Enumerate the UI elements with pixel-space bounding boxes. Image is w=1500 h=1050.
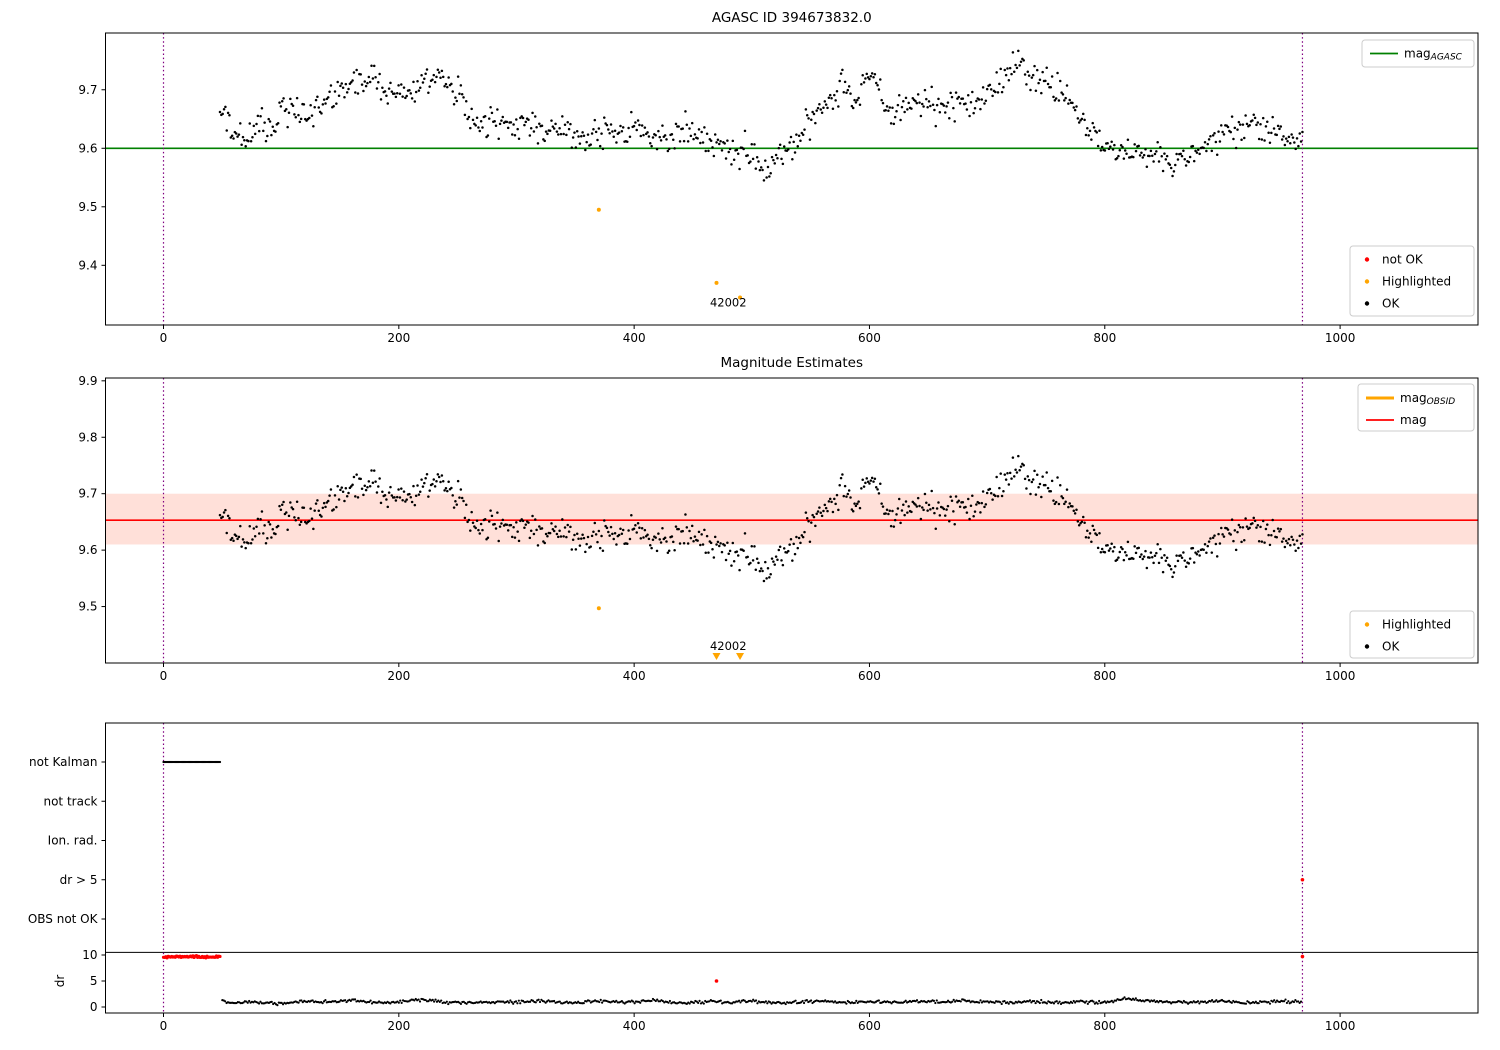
legend-label: magAGASC <box>1404 47 1463 63</box>
x-tick-label: 400 <box>623 331 646 345</box>
y-tick-label: 9.5 <box>78 600 97 614</box>
y-tick-label: 9.6 <box>78 141 97 155</box>
middle-plot-marker-legend: Highlighted OK <box>1349 610 1475 659</box>
x-tick-label: 800 <box>1093 1019 1116 1033</box>
y-tick-label: 9.4 <box>78 258 97 272</box>
x-tick-label: 400 <box>623 669 646 683</box>
middle-plot: Magnitude Estimates 42002 0 200 400 600 800 100… <box>78 355 1479 683</box>
legend-marker-sample <box>1364 644 1370 649</box>
x-tick-label: 200 <box>387 1019 410 1033</box>
dr-tick-label: 0 <box>90 1000 98 1014</box>
x-tick-label: 400 <box>623 1019 646 1033</box>
highlighted-point <box>738 295 743 300</box>
top-plot: AGASC ID 394673832.0 42002 0 200 400 600 800 10… <box>78 10 1479 345</box>
axes-frame <box>105 32 1479 326</box>
obsid-annotation: 42002 <box>710 639 747 653</box>
flag-category-label: dr > 5 <box>60 873 98 887</box>
axes-frame <box>105 722 1479 1014</box>
legend-marker-sample <box>1364 622 1370 627</box>
legend-frame <box>1349 245 1475 317</box>
dr-tick-label: 10 <box>82 948 97 962</box>
legend-label: mag <box>1400 413 1427 427</box>
middle-plot-line-legend: magOBSID mag <box>1357 383 1475 432</box>
x-tick-label: 600 <box>858 669 881 683</box>
top-plot-line-legend: magAGASC <box>1361 39 1475 68</box>
mag-uncertainty-band <box>105 493 1478 545</box>
obsid-annotation: 42002 <box>710 295 747 309</box>
middle-plot-title: Magnitude Estimates <box>721 355 863 371</box>
dr-outlier-point <box>714 979 719 983</box>
y-tick-label: 9.6 <box>78 543 97 557</box>
y-tick-label: 9.5 <box>78 200 97 214</box>
legend-label: OK <box>1382 640 1400 654</box>
legend-frame <box>1361 39 1475 68</box>
x-tick-label: 800 <box>1093 669 1116 683</box>
x-tick-label: 200 <box>387 331 410 345</box>
flag-category-label: OBS not OK <box>28 912 99 926</box>
y-tick-label: 9.9 <box>78 374 97 388</box>
dr-outlier-point <box>1300 954 1305 959</box>
highlighted-point <box>596 606 601 611</box>
legend-marker-sample <box>1364 257 1370 262</box>
legend-label: OK <box>1382 297 1400 311</box>
x-tick-label: 0 <box>160 331 168 345</box>
legend-marker-sample <box>1364 301 1370 306</box>
dr-axis-label: dr <box>53 975 67 988</box>
highlighted-point <box>596 207 601 212</box>
top-plot-title: AGASC ID 394673832.0 <box>712 10 872 26</box>
offscale-marker <box>736 653 745 660</box>
legend-label: not OK <box>1382 253 1424 267</box>
legend-label: magOBSID <box>1400 391 1455 407</box>
x-tick-label: 1000 <box>1325 331 1356 345</box>
flag-category-label: not track <box>43 794 97 808</box>
legend-frame <box>1349 610 1475 659</box>
axes-frame <box>105 377 1479 664</box>
flag-category-label: not Kalman <box>29 755 97 769</box>
legend-label: Highlighted <box>1382 618 1451 632</box>
dr-tick-label: 5 <box>90 974 98 988</box>
x-tick-label: 0 <box>160 1019 168 1033</box>
x-tick-label: 1000 <box>1325 1019 1356 1033</box>
y-tick-label: 9.7 <box>78 83 97 97</box>
x-tick-label: 200 <box>387 669 410 683</box>
legend-label: Highlighted <box>1382 275 1451 289</box>
x-tick-label: 800 <box>1093 331 1116 345</box>
highlighted-point <box>714 280 719 285</box>
x-tick-label: 0 <box>160 669 168 683</box>
x-tick-label: 1000 <box>1325 669 1356 683</box>
legend-marker-sample <box>1364 279 1370 284</box>
x-tick-label: 600 <box>858 331 881 345</box>
top-plot-marker-legend: not OK Highlighted OK <box>1349 245 1475 317</box>
x-tick-label: 600 <box>858 1019 881 1033</box>
flag-point <box>1300 877 1305 882</box>
y-tick-label: 9.7 <box>78 487 97 501</box>
offscale-marker <box>712 653 721 660</box>
bottom-plot: not Kalman not track Ion. rad. dr > 5 OBS no… <box>28 722 1479 1033</box>
flag-category-label: Ion. rad. <box>48 834 98 848</box>
y-tick-label: 9.8 <box>78 430 97 444</box>
